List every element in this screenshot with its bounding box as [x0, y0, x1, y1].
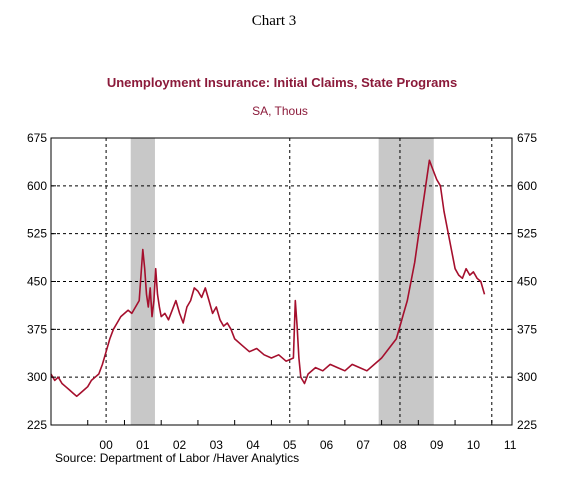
chart-title: Unemployment Insurance: Initial Claims, …: [107, 75, 457, 90]
y-tick-label-right: 675: [517, 131, 537, 145]
x-tick-label: 06: [320, 438, 334, 452]
y-tick-label-left: 300: [27, 370, 47, 384]
y-tick-label-left: 675: [27, 131, 47, 145]
chart-subtitle: SA, Thous: [252, 104, 308, 118]
x-tick-label: 08: [393, 438, 407, 452]
x-tick-label: 01: [136, 438, 150, 452]
gridlines: [51, 138, 512, 425]
x-tick-label: 05: [283, 438, 297, 452]
x-tick-label: 10: [467, 438, 481, 452]
y-tick-label-right: 300: [517, 370, 537, 384]
chart-heading: Chart 3: [252, 13, 297, 29]
y-tick-label-right: 450: [517, 275, 537, 289]
x-tick-label: 07: [357, 438, 371, 452]
x-tick-label: 02: [173, 438, 187, 452]
y-tick-label-left: 600: [27, 179, 47, 193]
x-tick-label: 09: [430, 438, 444, 452]
y-tick-label-right: 375: [517, 322, 537, 336]
y-tick-label-left: 225: [27, 418, 47, 432]
y-axis-left: 225 300 375 450 525 600 675: [27, 131, 56, 432]
y-tick-label-left: 525: [27, 227, 47, 241]
x-axis: 00 01 02 03 04 05 06 07 08 09 10 11: [50, 420, 517, 452]
y-tick-label-right: 600: [517, 179, 537, 193]
source-note: Source: Department of Labor /Haver Analy…: [55, 451, 299, 465]
y-tick-label-right: 525: [517, 227, 537, 241]
x-tick-label: 00: [99, 438, 113, 452]
y-tick-label-right: 225: [517, 418, 537, 432]
x-tick-label: 03: [210, 438, 224, 452]
x-tick-label: 04: [246, 438, 260, 452]
y-axis-right: 225 300 375 450 525 600 675: [507, 131, 537, 432]
data-series: [50, 159, 486, 398]
y-tick-label-left: 450: [27, 275, 47, 289]
y-tick-label-left: 375: [27, 322, 47, 336]
series-line: [50, 159, 486, 398]
x-tick-label: 11: [504, 438, 517, 452]
